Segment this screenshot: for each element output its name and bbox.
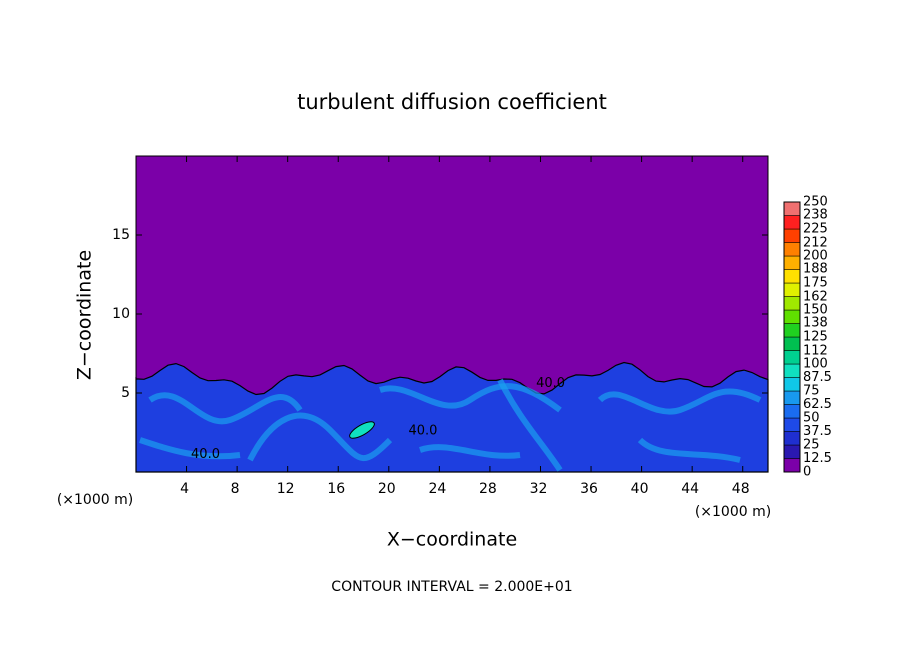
colorbar-swatch <box>783 390 801 405</box>
colorbar-swatch <box>783 350 801 365</box>
x-axis-label: X−coordinate <box>387 529 517 551</box>
turbulent-streak <box>139 437 241 460</box>
colorbar-swatch <box>783 269 801 284</box>
y-axis-label: Z−coordinate <box>74 250 96 380</box>
colorbar-swatch <box>783 255 801 270</box>
x-tick-label: 12 <box>277 481 295 497</box>
colorbar-tick-label: 37.5 <box>803 424 832 439</box>
turbulent-streak <box>148 392 303 425</box>
colorbar-swatch <box>783 228 801 243</box>
colorbar-tick-label: 12.5 <box>803 451 832 466</box>
x-tick-label: 20 <box>378 481 396 497</box>
colorbar-tick-label: 100 <box>803 357 828 372</box>
colorbar-tick-label: 150 <box>803 303 828 318</box>
colorbar-swatch <box>783 336 801 351</box>
colorbar-swatch <box>783 444 801 459</box>
colorbar-swatch <box>783 215 801 230</box>
colorbar-tick-label: 188 <box>803 261 828 276</box>
x-tick-label: 44 <box>681 481 699 497</box>
contour-label: 40.0 <box>408 423 437 438</box>
x-tick-label: 40 <box>631 481 649 497</box>
colorbar-tick-label: 238 <box>803 207 828 222</box>
x-unit-label: (×1000 m) <box>57 492 133 508</box>
colorbar-swatch <box>783 417 801 432</box>
colorbar-swatch <box>783 296 801 311</box>
x-tick-label: 16 <box>327 481 345 497</box>
turbulent-streak <box>419 444 521 459</box>
colorbar-swatch <box>783 377 801 392</box>
colorbar-frame <box>783 201 801 473</box>
y-tick-label: 5 <box>121 385 130 401</box>
y-tick-label: 15 <box>112 227 130 243</box>
x-tick-label: 28 <box>479 481 497 497</box>
x-tick-label: 24 <box>428 481 446 497</box>
colorbar-swatch <box>783 404 801 419</box>
x-tick-label: 4 <box>180 481 189 497</box>
colorbar-swatch <box>783 242 801 257</box>
colorbar-tick-label: 212 <box>803 236 828 251</box>
colorbar-swatch <box>783 282 801 297</box>
turbulent-streak <box>597 388 762 415</box>
colorbar-tick-label: 75 <box>803 384 820 399</box>
colorbar-swatch <box>783 363 801 378</box>
x-unit-label: (×1000 m) <box>695 504 771 520</box>
footer: CONTOUR INTERVAL = 2.000E+01 <box>331 579 572 595</box>
colorbar-tick-label: 0 <box>803 465 811 480</box>
colorbar-swatch <box>783 323 801 338</box>
colorbar-tick-label: 87.5 <box>803 370 832 385</box>
turbulent-streak <box>497 378 563 472</box>
colorbar-tick-label: 162 <box>803 290 828 305</box>
colorbar-tick-label: 112 <box>803 344 828 359</box>
x-tick-label: 8 <box>231 481 240 497</box>
colorbar-swatch <box>783 458 801 473</box>
colorbar-tick-label: 62.5 <box>803 397 832 412</box>
turbulent-streak <box>247 412 393 462</box>
turbulent-core <box>349 421 375 439</box>
colorbar-tick-label: 250 <box>803 195 828 210</box>
colorbar-swatch <box>783 309 801 324</box>
colorbar-tick-label: 50 <box>803 411 820 426</box>
colorbar-tick-label: 200 <box>803 249 828 264</box>
contour-label: 40.0 <box>191 447 220 462</box>
colorbar-tick-label: 175 <box>803 276 828 291</box>
turbulent-streak <box>379 383 562 413</box>
colorbar-swatch <box>783 431 801 446</box>
colorbar-tick-label: 125 <box>803 330 828 345</box>
x-tick-label: 36 <box>580 481 598 497</box>
contour-label: 40.0 <box>536 376 565 391</box>
x-tick-label: 48 <box>732 481 750 497</box>
colorbar-tick-label: 138 <box>803 315 828 330</box>
colorbar-tick-label: 25 <box>803 438 820 453</box>
chart-title: turbulent diffusion coefficient <box>297 90 607 114</box>
y-tick-label: 10 <box>112 306 130 322</box>
colorbar-tick-label: 225 <box>803 222 828 237</box>
x-tick-label: 32 <box>530 481 548 497</box>
turbulent-streak <box>637 437 741 463</box>
colorbar-swatch <box>783 201 801 216</box>
turbulent-layer <box>135 361 769 473</box>
